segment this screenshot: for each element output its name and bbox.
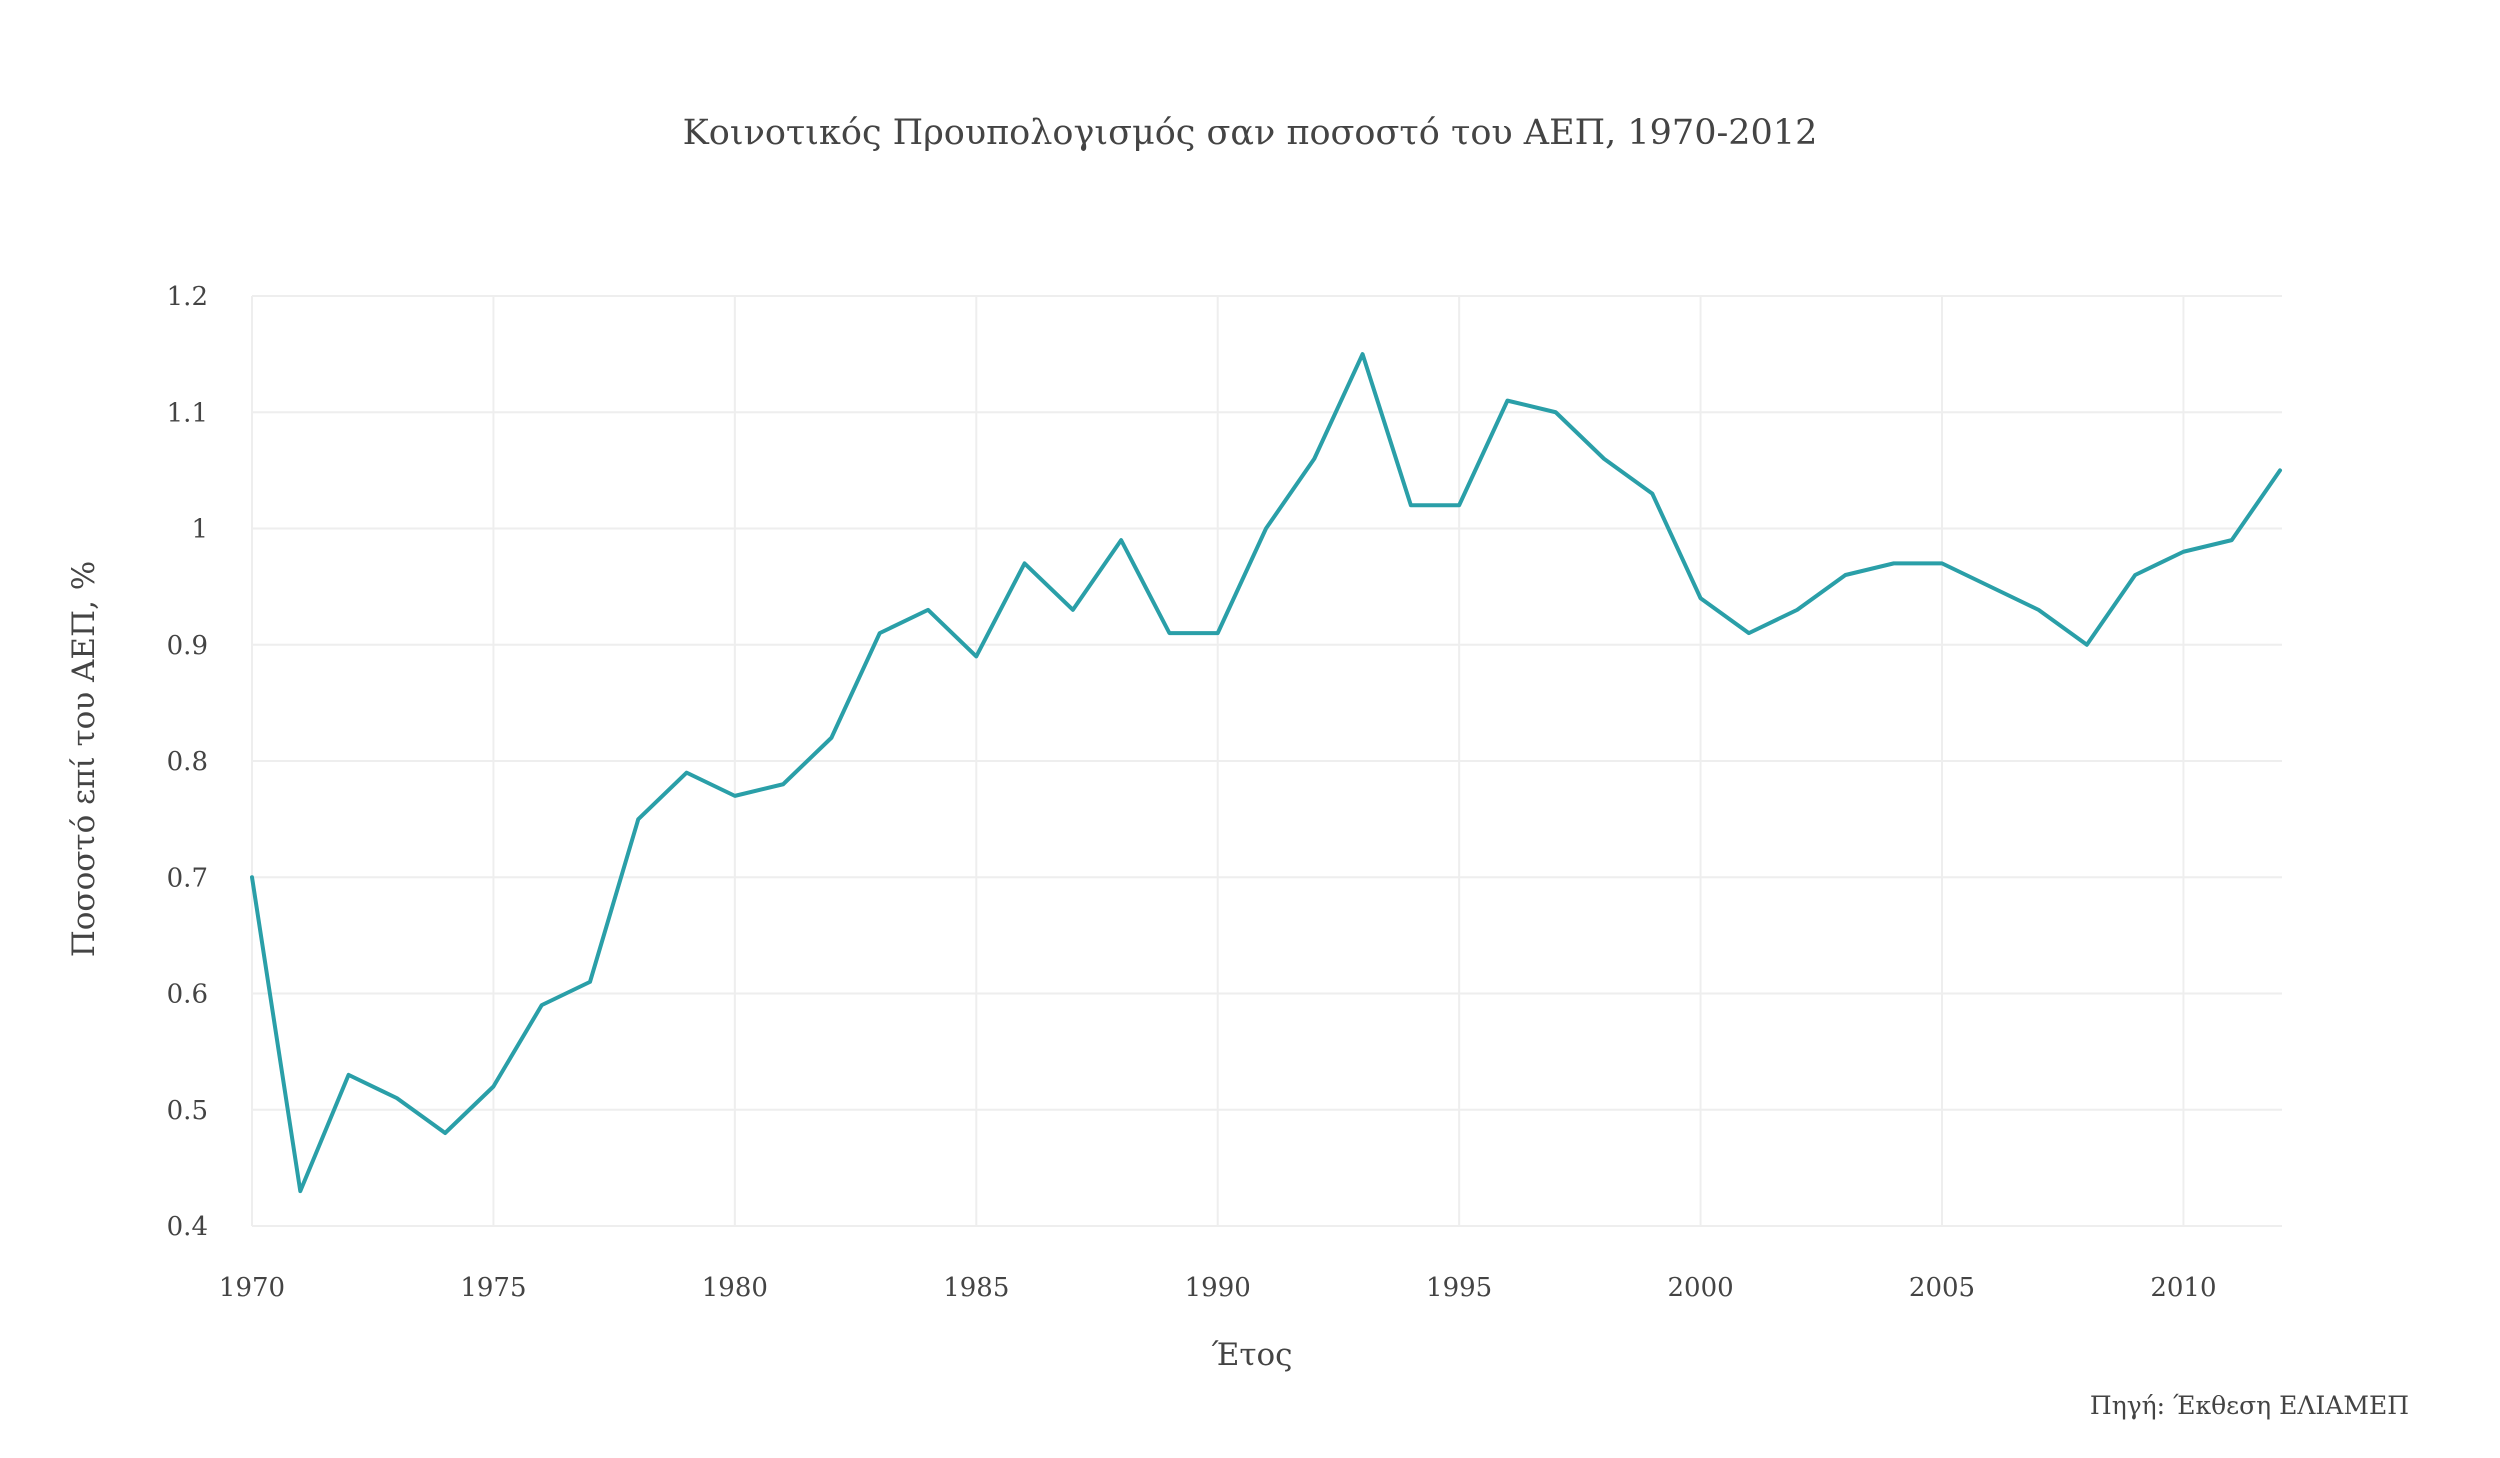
y-tick-label: 0.6 <box>167 980 208 1010</box>
y-tick-label: 1 <box>191 515 208 545</box>
y-tick-label: 1.1 <box>167 398 208 428</box>
y-axis-title: Ποσοστό επί του ΑΕΠ, % <box>66 561 102 958</box>
x-axis-ticks: 1970 1975 1980 1985 1990 1995 2000 2005 2010 <box>219 1273 2217 1303</box>
x-tick-label: 1970 <box>219 1273 285 1303</box>
x-tick-label: 1975 <box>460 1273 526 1303</box>
source-note: Πηγή: Έκθεση ΕΛΙΑΜΕΠ <box>2090 1391 2409 1420</box>
y-axis-ticks: 0.4 0.5 0.6 0.7 0.8 0.9 1 1.1 1.2 <box>167 282 208 1242</box>
x-tick-label: 1980 <box>702 1273 768 1303</box>
x-tick-label: 2010 <box>2150 1273 2216 1303</box>
y-gridlines <box>252 295 2282 1227</box>
y-tick-label: 0.9 <box>167 631 208 661</box>
x-tick-label: 1990 <box>1185 1273 1251 1303</box>
x-axis-title: Έτος <box>1211 1337 1292 1373</box>
x-tick-label: 2005 <box>1909 1273 1975 1303</box>
x-tick-label: 1995 <box>1426 1273 1492 1303</box>
chart-title: Κοινοτικός Προυπολογισμός σαν ποσοστό το… <box>683 113 1818 153</box>
y-tick-label: 0.7 <box>167 863 208 893</box>
series-line <box>250 352 2282 1194</box>
y-tick-label: 0.5 <box>167 1096 208 1126</box>
x-tick-label: 1985 <box>943 1273 1009 1303</box>
x-tick-label: 2000 <box>1667 1273 1733 1303</box>
y-tick-label: 0.4 <box>167 1212 208 1242</box>
y-tick-label: 0.8 <box>167 747 208 777</box>
y-tick-label: 1.2 <box>167 282 208 312</box>
